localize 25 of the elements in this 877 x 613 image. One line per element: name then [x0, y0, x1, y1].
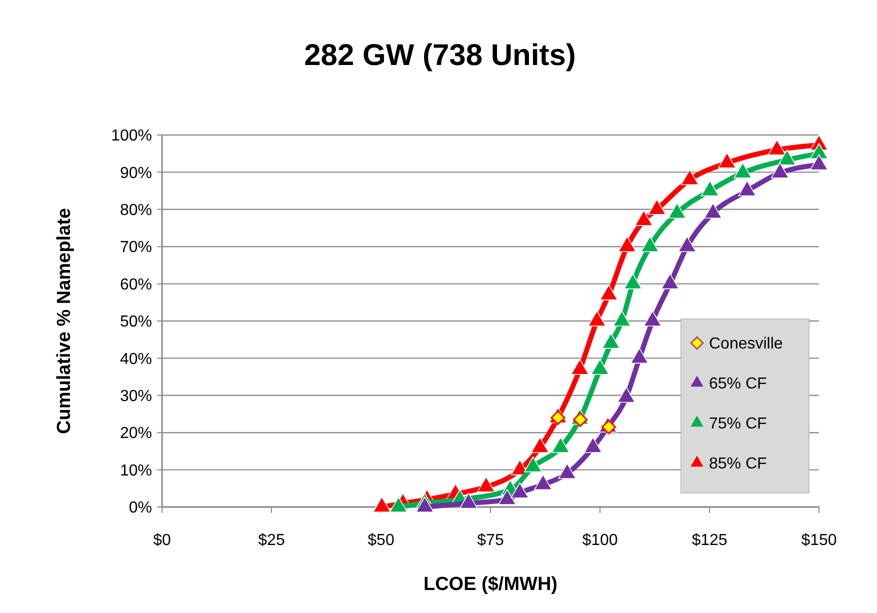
y-tick-label: 70%: [120, 239, 152, 256]
y-tick-label: 60%: [120, 276, 152, 294]
y-tick-label: 50%: [120, 314, 152, 331]
x-tick-label: $100: [582, 532, 618, 549]
legend-label: 85% CF: [709, 456, 768, 473]
x-tick-label: $125: [692, 532, 728, 549]
x-tick-label: $50: [368, 532, 394, 549]
y-tick-label: 100%: [111, 128, 152, 145]
y-axis-title: Cumulative % Nameplate: [54, 208, 75, 434]
x-tick-label: $150: [801, 532, 837, 549]
y-tick-label: 0%: [128, 500, 152, 517]
y-tick-label: 90%: [120, 164, 152, 182]
x-tick-label: $75: [477, 532, 504, 549]
legend-label: 75% CF: [709, 416, 768, 433]
y-tick-label: 10%: [120, 462, 152, 480]
y-tick-label: 40%: [120, 350, 152, 368]
y-tick-label: 30%: [120, 388, 152, 405]
legend-label: 65% CF: [709, 376, 768, 393]
y-tick-label: 20%: [120, 425, 152, 442]
x-tick-label: $25: [258, 532, 285, 549]
y-tick-label: 80%: [120, 202, 152, 219]
x-tick-label: $0: [153, 532, 171, 549]
x-axis-title: LCOE ($/MWH): [423, 574, 558, 595]
chart-title: 282 GW (738 Units): [304, 39, 576, 72]
legend-label: Conesville: [709, 336, 783, 353]
